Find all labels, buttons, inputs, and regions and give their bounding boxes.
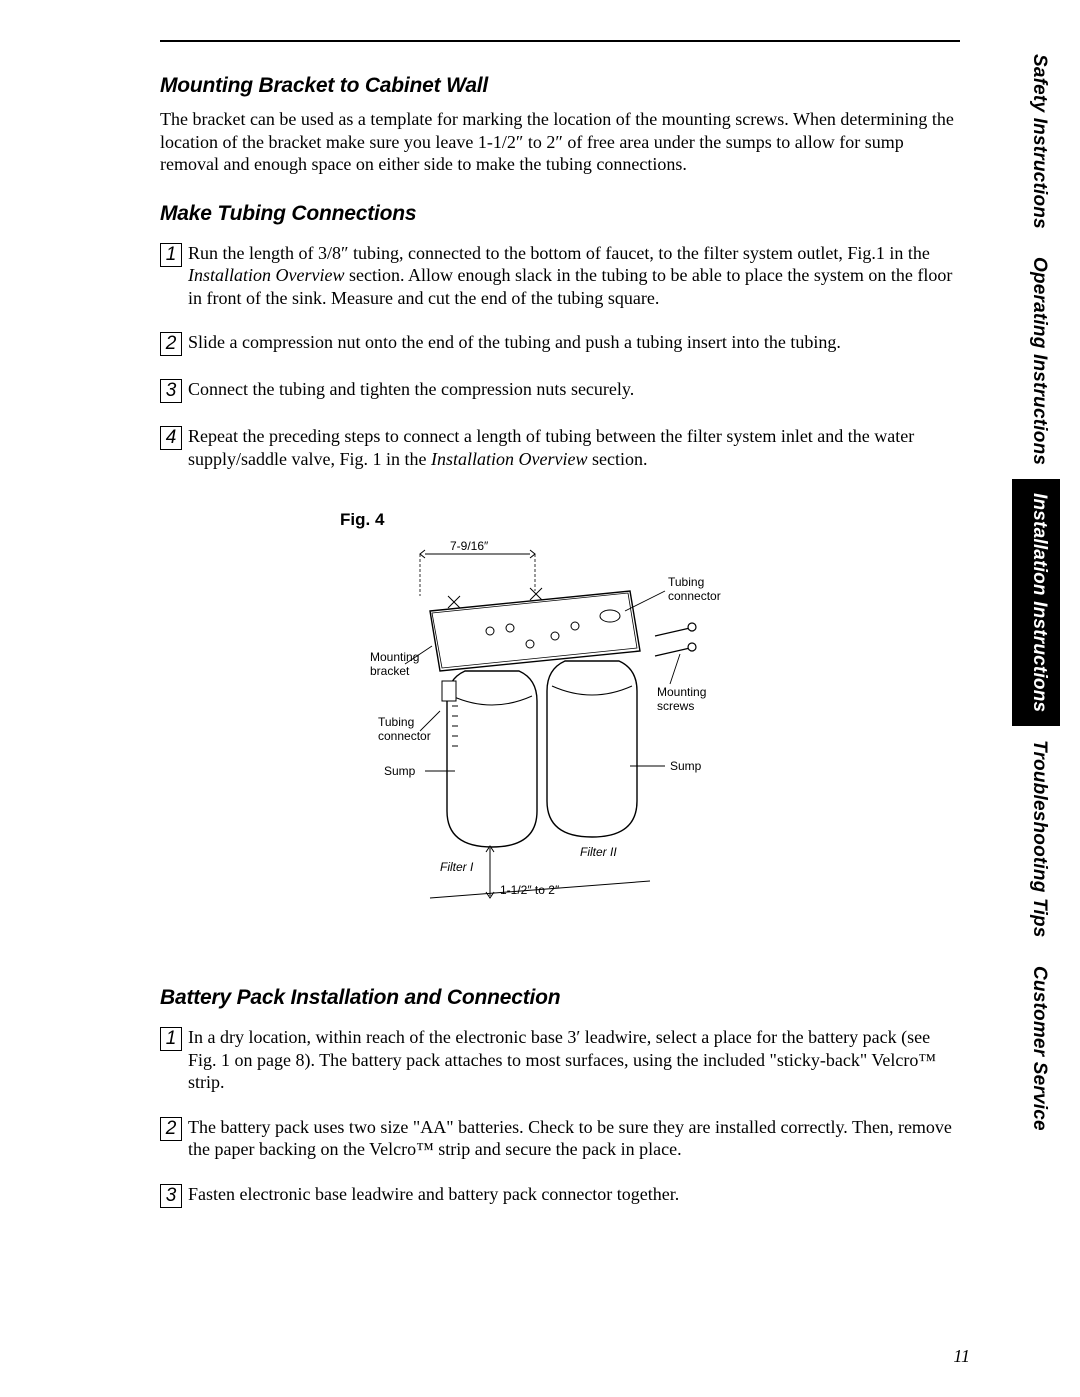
text-run-italic: Installation Overview xyxy=(431,449,587,469)
step-text: Connect the tubing and tighten the compr… xyxy=(188,378,634,401)
heading-mounting: Mounting Bracket to Cabinet Wall xyxy=(160,74,960,98)
step-number: 4 xyxy=(160,426,182,450)
step-text: Slide a compression nut onto the end of … xyxy=(188,331,841,354)
page-number: 11 xyxy=(953,1346,970,1367)
main-column: Mounting Bracket to Cabinet Wall The bra… xyxy=(160,40,960,1208)
step-number: 3 xyxy=(160,1184,182,1208)
step-number: 1 xyxy=(160,1027,182,1051)
label-mb-2: bracket xyxy=(370,664,410,678)
step-text: The battery pack uses two size "AA" batt… xyxy=(188,1116,960,1161)
label-bottom-dim: 1-1/2″ to 2″ xyxy=(500,883,560,897)
label-tubing-conn-l1: Tubing xyxy=(378,715,414,729)
label-ms-2: screws xyxy=(657,699,694,713)
label-tc-r1: Tubing xyxy=(668,575,704,589)
mounting-body: The bracket can be used as a template fo… xyxy=(160,108,960,176)
page-content: Mounting Bracket to Cabinet Wall The bra… xyxy=(100,40,980,1360)
label-tubing-conn-l2: connector xyxy=(378,729,431,743)
tubing-step-4: 4 Repeat the preceding steps to connect … xyxy=(160,425,960,470)
label-filter1: Filter I xyxy=(440,860,474,874)
label-mb-1: Mounting xyxy=(370,650,419,664)
figure-4-svg: 7-9/16″ xyxy=(370,536,750,936)
step-number: 2 xyxy=(160,1117,182,1141)
battery-step-1: 1 In a dry location, within reach of the… xyxy=(160,1026,960,1094)
figure-4: Fig. 4 7-9/16″ xyxy=(370,510,750,936)
tubing-step-2: 2 Slide a compression nut onto the end o… xyxy=(160,331,960,356)
tab-installation[interactable]: Installation Instructions xyxy=(1012,479,1060,726)
step-text: Fasten electronic base leadwire and batt… xyxy=(188,1183,679,1206)
tab-safety[interactable]: Safety Instructions xyxy=(1012,40,1060,243)
step-text: Repeat the preceding steps to connect a … xyxy=(188,425,960,470)
side-tabs: Safety Instructions Operating Instructio… xyxy=(1012,40,1060,1200)
text-run: Run the length of 3/8″ tubing, connected… xyxy=(188,243,930,263)
label-sump-l: Sump xyxy=(384,764,416,778)
label-tc-r2: connector xyxy=(668,589,721,603)
step-number: 1 xyxy=(160,243,182,267)
heading-battery: Battery Pack Installation and Connection xyxy=(160,986,960,1010)
top-rule xyxy=(160,40,960,42)
label-sump-r: Sump xyxy=(670,759,702,773)
text-run-italic: Installation Overview xyxy=(188,265,344,285)
tab-operating[interactable]: Operating Instructions xyxy=(1012,243,1060,479)
step-text: In a dry location, within reach of the e… xyxy=(188,1026,960,1094)
label-ms-1: Mounting xyxy=(657,685,706,699)
text-run: section. xyxy=(587,449,647,469)
step-number: 2 xyxy=(160,332,182,356)
tab-troubleshooting[interactable]: Troubleshooting Tips xyxy=(1012,726,1060,952)
step-number: 3 xyxy=(160,379,182,403)
tubing-step-1: 1 Run the length of 3/8″ tubing, connect… xyxy=(160,242,960,310)
tubing-step-3: 3 Connect the tubing and tighten the com… xyxy=(160,378,960,403)
step-text: Run the length of 3/8″ tubing, connected… xyxy=(188,242,960,310)
heading-tubing: Make Tubing Connections xyxy=(160,202,960,226)
battery-step-2: 2 The battery pack uses two size "AA" ba… xyxy=(160,1116,960,1161)
figure-caption: Fig. 4 xyxy=(340,510,750,530)
label-top-dim: 7-9/16″ xyxy=(450,539,489,553)
battery-step-3: 3 Fasten electronic base leadwire and ba… xyxy=(160,1183,960,1208)
label-filter2: Filter II xyxy=(580,845,617,859)
tab-customer[interactable]: Customer Service xyxy=(1012,952,1060,1145)
